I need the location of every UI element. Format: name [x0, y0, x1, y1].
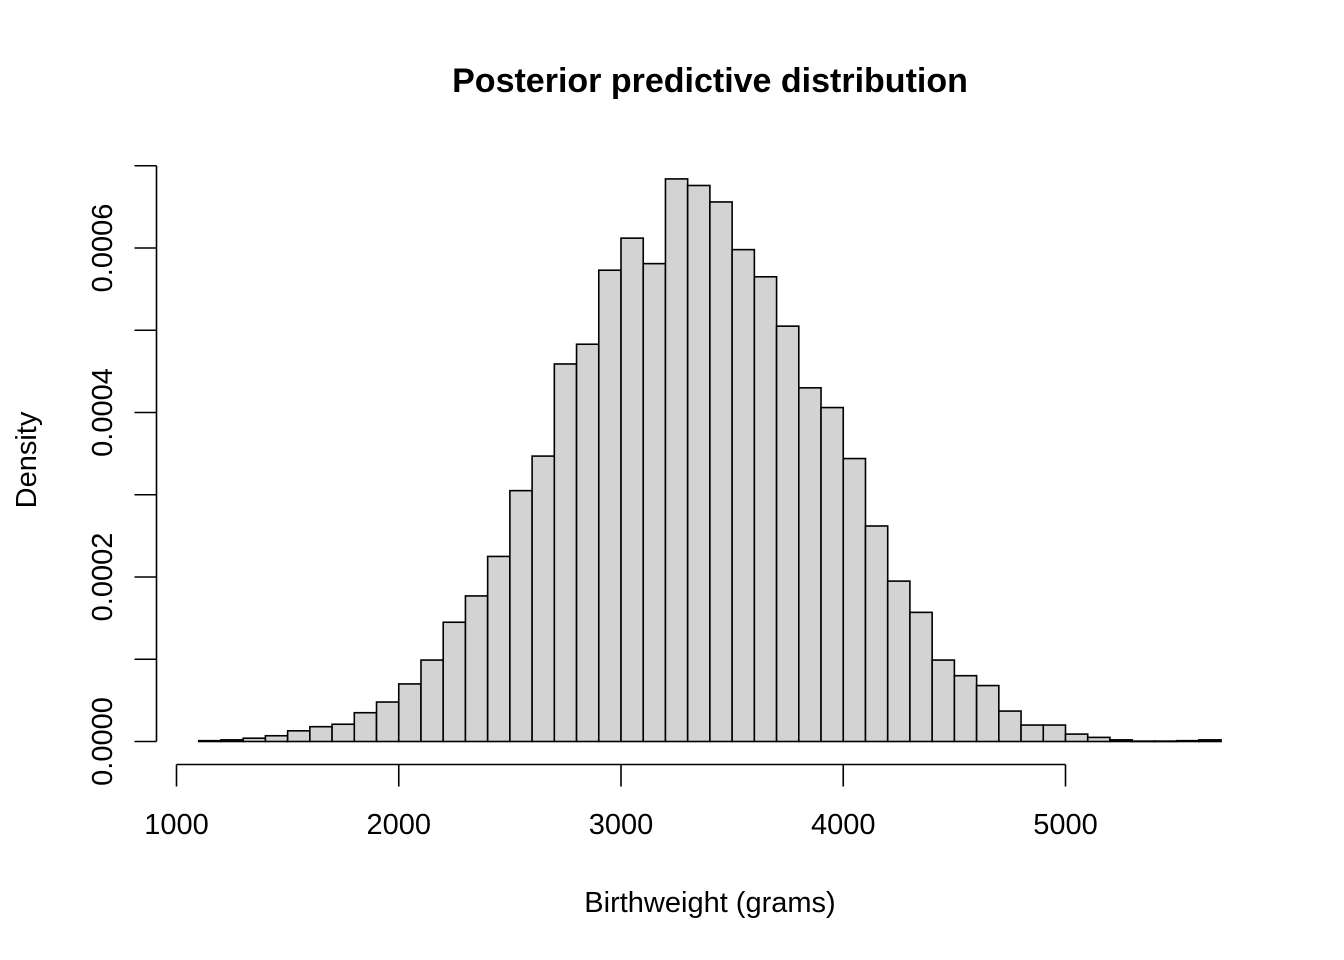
- y-tick-label: 0.0000: [87, 697, 119, 786]
- y-tick-label: 0.0002: [87, 533, 119, 622]
- histogram-bar: [286, 730, 311, 743]
- x-axis-label: Birthweight (grams): [584, 887, 835, 919]
- histogram-bar: [509, 489, 533, 743]
- histogram-bar: [620, 237, 645, 743]
- histogram-bar: [331, 723, 356, 743]
- histogram-bar: [486, 555, 511, 743]
- y-axis-label: Density: [11, 411, 43, 508]
- histogram-bar: [709, 201, 733, 743]
- histogram-bar: [353, 711, 378, 743]
- histogram-bar: [731, 248, 756, 743]
- histogram-bar: [442, 621, 467, 743]
- histogram-bars: [197, 178, 1222, 743]
- histogram-bar: [664, 178, 689, 743]
- histogram-bar: [1042, 724, 1067, 743]
- histogram-bar: [909, 611, 933, 743]
- histogram-bar: [1109, 739, 1133, 743]
- histogram-bar: [420, 659, 445, 743]
- x-tick-label: 5000: [1033, 809, 1098, 841]
- y-tick-label: 0.0004: [87, 368, 119, 457]
- histogram-bar: [1020, 724, 1045, 743]
- histogram-bar: [998, 710, 1022, 743]
- histogram-bar: [864, 525, 889, 743]
- y-tick-label: 0.0006: [87, 204, 119, 293]
- histogram-bar: [220, 739, 244, 743]
- histogram-bar: [753, 275, 778, 743]
- histogram-bar: [1153, 740, 1178, 743]
- x-tick-label: 2000: [366, 809, 431, 841]
- x-tick-label: 4000: [811, 809, 876, 841]
- histogram-bar: [242, 737, 267, 743]
- histogram-bar: [375, 701, 400, 743]
- histogram-bar: [797, 387, 822, 743]
- chart-title: Posterior predictive distribution: [452, 62, 968, 100]
- histogram-bar: [575, 343, 600, 743]
- histogram-bar: [1175, 739, 1200, 743]
- histogram-bar: [642, 262, 667, 743]
- x-tick-label: 1000: [144, 809, 209, 841]
- histogram-bar: [775, 325, 800, 743]
- histogram-bar: [686, 184, 711, 743]
- histogram-bar: [931, 659, 956, 743]
- histogram-bar: [264, 734, 289, 743]
- histogram-bar: [309, 725, 333, 743]
- histogram-bar: [820, 406, 845, 743]
- x-axis: 1000 2000 3000 4000 5000: [144, 763, 1098, 841]
- histogram-bar: [553, 363, 578, 743]
- histogram-bar: [1086, 736, 1111, 743]
- histogram-bar: [397, 683, 422, 743]
- x-tick-label: 3000: [589, 809, 654, 841]
- histogram-bar: [1064, 733, 1089, 743]
- histogram-bar: [1131, 740, 1156, 743]
- histogram-bar: [597, 269, 622, 743]
- histogram-bar: [197, 739, 222, 743]
- histogram-bar: [531, 455, 556, 743]
- histogram-bar: [842, 457, 867, 743]
- histogram-bar: [464, 595, 489, 743]
- histogram-bar: [975, 684, 1000, 743]
- histogram-bar: [1198, 739, 1222, 743]
- histogram-bar: [886, 580, 911, 743]
- histogram-bar: [953, 674, 978, 743]
- y-axis: 0.0000 0.0002 0.0004 0.0006: [87, 164, 158, 786]
